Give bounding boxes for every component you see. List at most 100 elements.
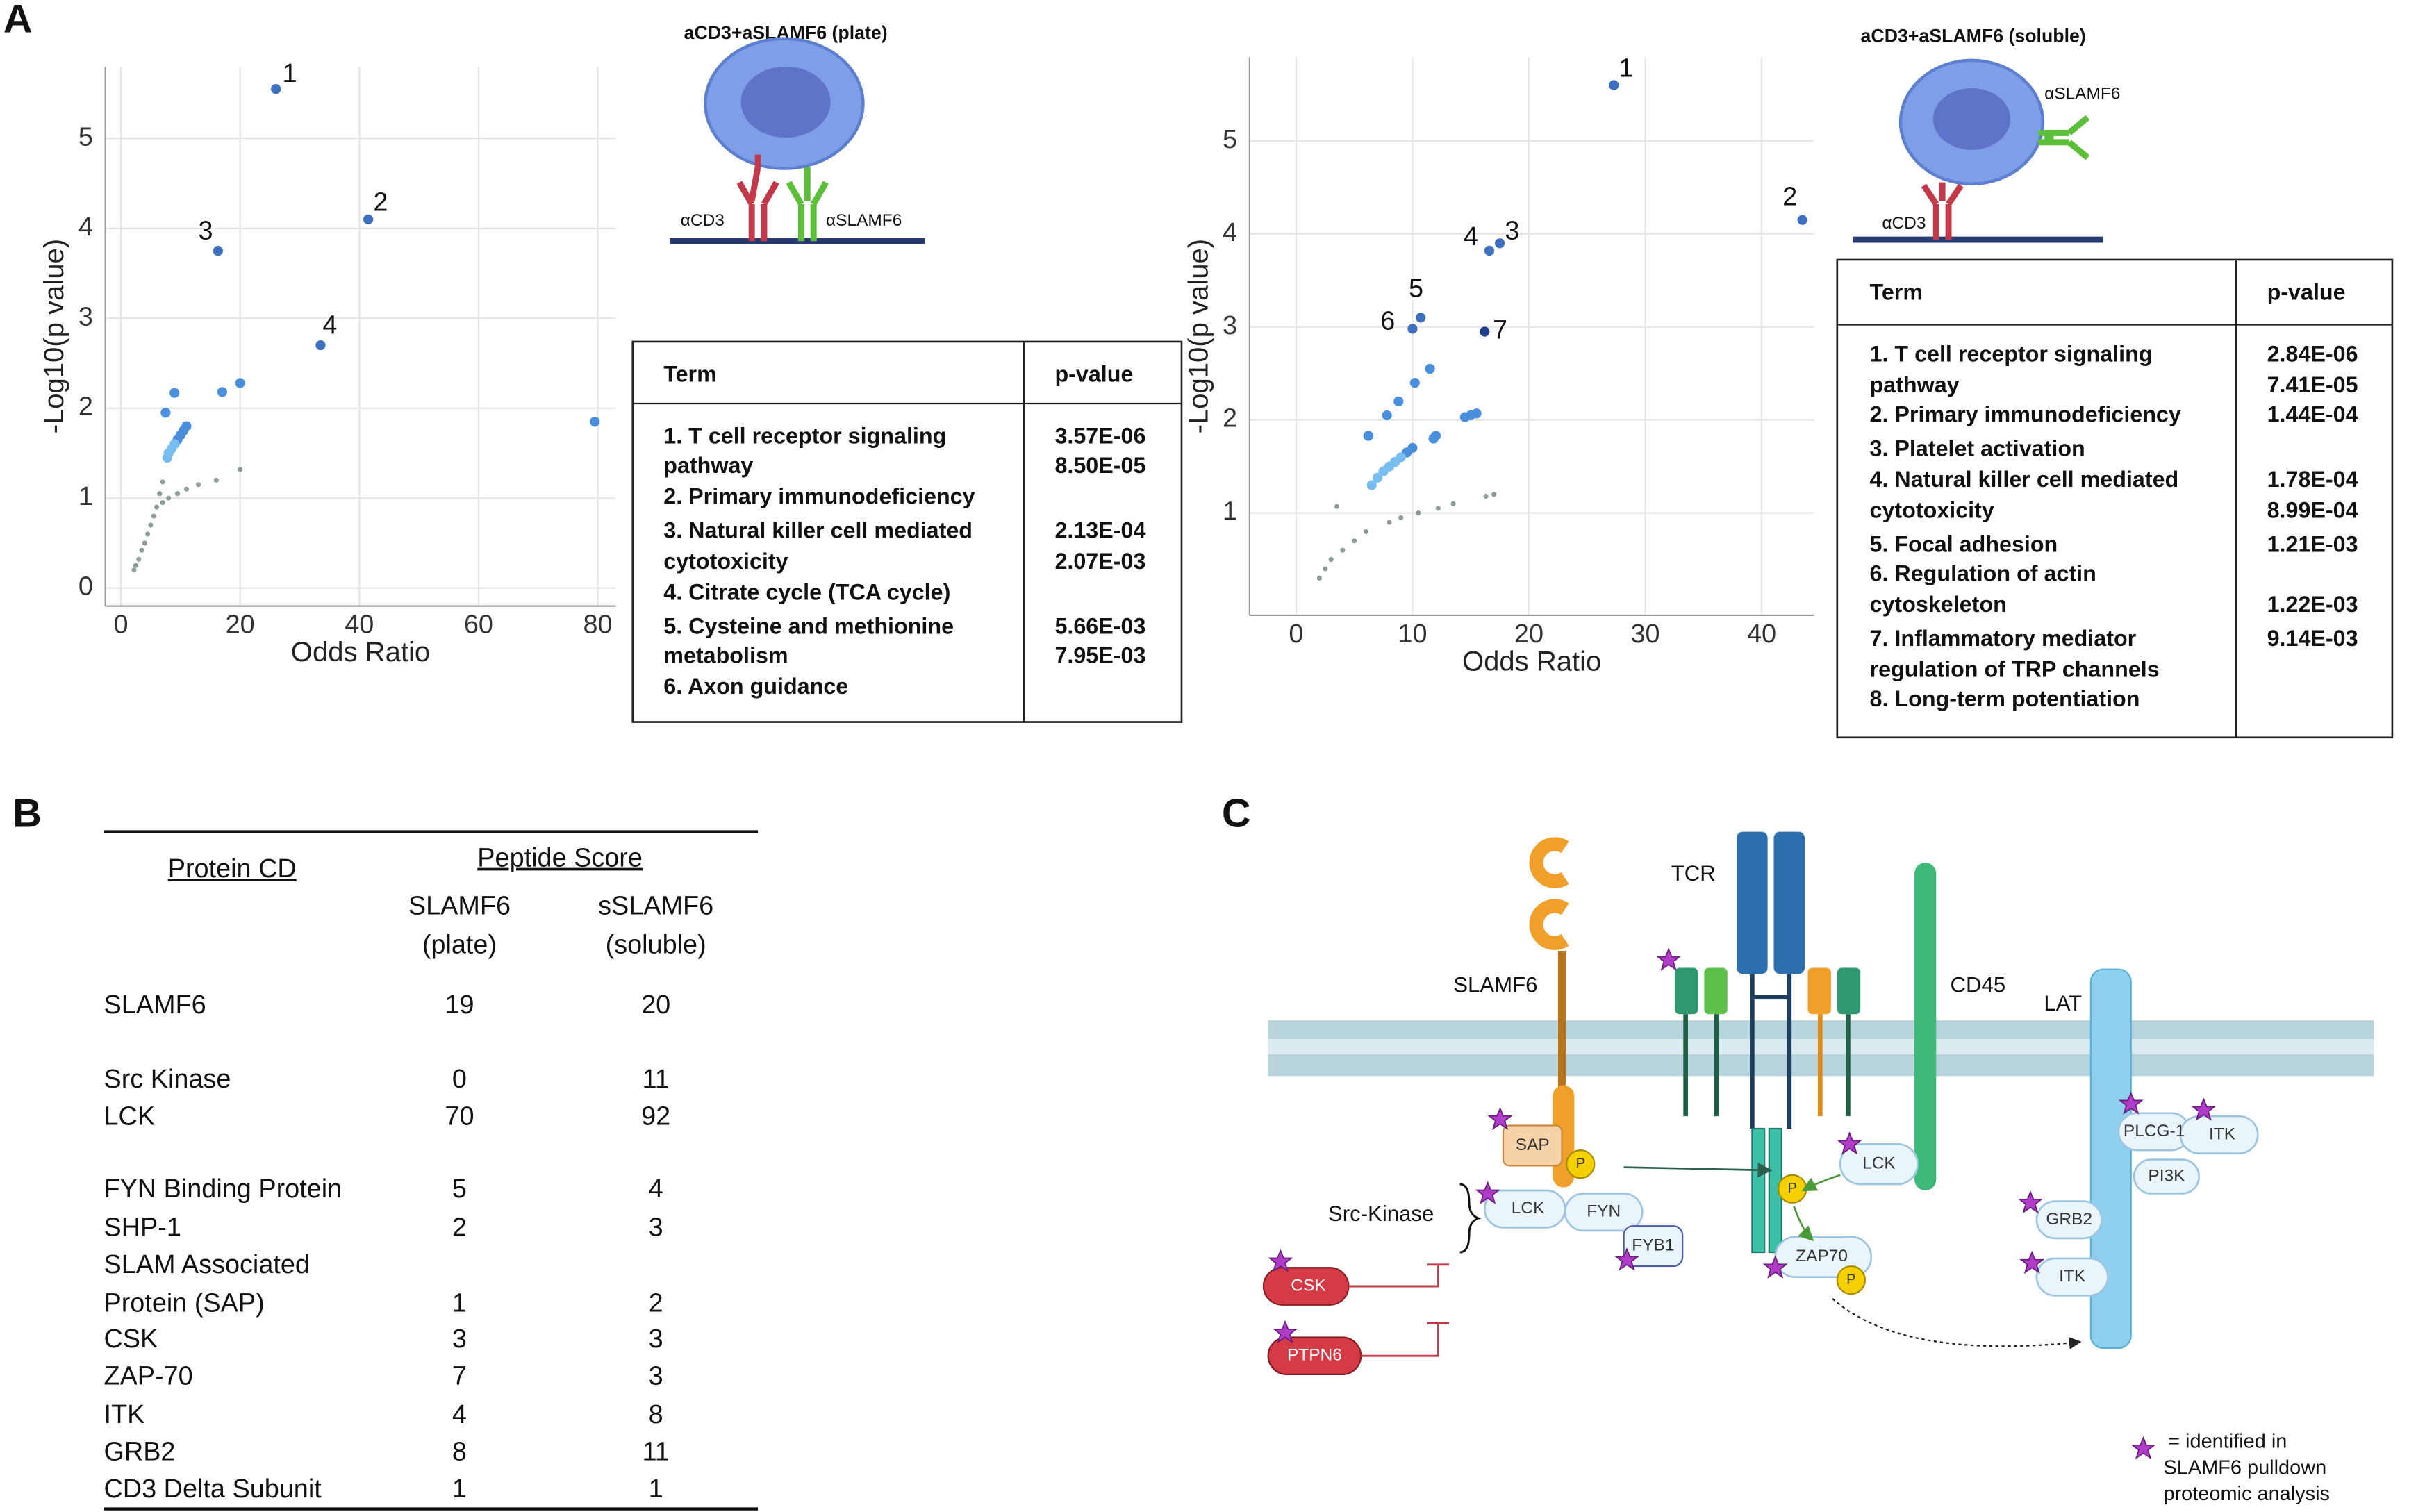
protein-fyn (1564, 1193, 1644, 1232)
y-tick-label: 2 (78, 392, 93, 422)
column-header: (plate) (422, 930, 497, 959)
table-cell: 4. Citrate cycle (TCA cycle) (663, 579, 950, 604)
table-cell: pathway (1870, 372, 1960, 397)
legend-text: SLAMF6 pulldown (2163, 1456, 2326, 1479)
data-point (1387, 520, 1392, 525)
point-label: 4 (1464, 222, 1478, 251)
column-header: (soluble) (606, 930, 706, 959)
x-tick-label: 60 (464, 610, 493, 640)
data-point (213, 246, 224, 256)
antibody-cd3 (1921, 182, 1964, 240)
table-cell: 3. Platelet activation (1870, 435, 2085, 460)
column-header: Peptide Score (477, 844, 643, 873)
cd3-chain (1807, 967, 1831, 1015)
y-tick-label: 1 (1223, 497, 1237, 526)
table-cell: 2.07E-03 (1054, 549, 1145, 574)
table-cell: 1 (649, 1474, 663, 1504)
data-point (1450, 501, 1456, 506)
table-cell: 3.57E-06 (1054, 423, 1145, 448)
table-cell: 92 (641, 1102, 670, 1131)
panel-label: C (1222, 792, 1251, 836)
table-cell: 8.99E-04 (2267, 497, 2358, 522)
inset-label: αCD3 (1882, 214, 1926, 233)
antibody-slamf6 (786, 167, 829, 242)
table-cell: 8. Long-term potentiation (1870, 686, 2140, 711)
table-cell: 1.21E-03 (2267, 531, 2358, 556)
diagram-label: SLAMF6 (1453, 972, 1537, 997)
protein-pi3k (2133, 1158, 2201, 1195)
x-tick-label: 40 (1747, 620, 1776, 649)
table-cell: cytoskeleton (1870, 592, 2007, 617)
arrow (1832, 1297, 2082, 1349)
table-cell: 4. Natural killer cell mediated (1870, 467, 2179, 492)
column-header: sSLAMF6 (598, 892, 713, 921)
data-point (1323, 566, 1328, 572)
phospho (1836, 1265, 1866, 1295)
data-point (162, 452, 173, 463)
diagram-label: GRB2 (2046, 1210, 2092, 1229)
legend-text: = identified in (2168, 1430, 2287, 1452)
table-cell: SLAM Associated (104, 1250, 309, 1279)
data-point (1484, 245, 1495, 256)
y-tick-label: 3 (1223, 311, 1237, 340)
x-tick-label: 30 (1630, 620, 1660, 649)
table-cell: 5. Focal adhesion (1870, 531, 2058, 556)
table-cell: 1 (452, 1474, 467, 1504)
table-cell: 1.22E-03 (2267, 592, 2358, 617)
protein-grb2 (2035, 1200, 2103, 1240)
antibody-cd3 (736, 154, 779, 242)
column-header: SLAMF6 (408, 892, 511, 921)
y-tick-label: 0 (78, 572, 93, 601)
diagram-label: FYN (1587, 1202, 1621, 1221)
cd3-chain (1704, 967, 1728, 1015)
diagram-label: LCK (1512, 1199, 1545, 1218)
point-label: 7 (1493, 315, 1507, 344)
diagram-label: SAP (1516, 1136, 1550, 1154)
data-point (148, 522, 154, 528)
diagram-label: PLCG-1 (2124, 1122, 2185, 1140)
table-cell: Src Kinase (104, 1065, 231, 1094)
inset-label: αSLAMF6 (2044, 84, 2120, 103)
inset-label: αCD3 (681, 211, 725, 230)
cd3-stem (1683, 1014, 1851, 1117)
data-point (1480, 326, 1490, 337)
table-cell: 2 (452, 1213, 467, 1243)
zeta-chain (1751, 1127, 1766, 1254)
protein-fyb1 (1623, 1225, 1684, 1268)
table-cell: 3 (649, 1361, 663, 1390)
data-point (235, 378, 245, 388)
point-label: 3 (199, 216, 213, 245)
x-tick-label: 40 (345, 610, 374, 640)
data-point (174, 491, 181, 497)
star (2132, 1437, 2155, 1459)
data-point (1398, 515, 1404, 520)
diagram-label: Src-Kinase (1328, 1202, 1434, 1226)
protein-sap (1502, 1124, 1563, 1167)
diagram-label: CSK (1291, 1276, 1326, 1295)
data-point (154, 504, 160, 510)
diagram-label: ITK (2209, 1124, 2236, 1143)
table-header: p-value (2267, 279, 2346, 304)
data-point (1393, 396, 1404, 407)
data-point (1416, 510, 1421, 516)
table-cell: 7.41E-05 (2267, 372, 2358, 397)
column-header: Protein CD (168, 854, 297, 883)
table-cell: metabolism (663, 643, 788, 668)
table-cell: 2.13E-04 (1054, 517, 1145, 542)
star (1657, 948, 1680, 970)
diagram-label: PI3K (2148, 1166, 2185, 1185)
y-axis-title: -Log10(p value) (1183, 239, 1214, 434)
point-label: 1 (1619, 53, 1634, 83)
diagram-label: P (1576, 1156, 1585, 1171)
data-point (1428, 433, 1439, 444)
diagram-label: P (1788, 1181, 1797, 1196)
table-cell: 8 (452, 1437, 467, 1466)
y-tick-label: 5 (1223, 125, 1237, 154)
inset-title: aCD3+aSLAMF6 (soluble) (1861, 25, 2086, 46)
signaling-diagram: TCR SLAMF6 CD45 LAT Src-Kinase SAP P P P… (1262, 831, 2374, 1505)
table-cell: cytotoxicity (1870, 497, 1994, 522)
table-cell: 3. Natural killer cell mediated (663, 517, 973, 542)
data-point (1459, 412, 1470, 422)
legend-text: proteomic analysis (2163, 1483, 2330, 1505)
table-header: p-value (1054, 361, 1133, 386)
